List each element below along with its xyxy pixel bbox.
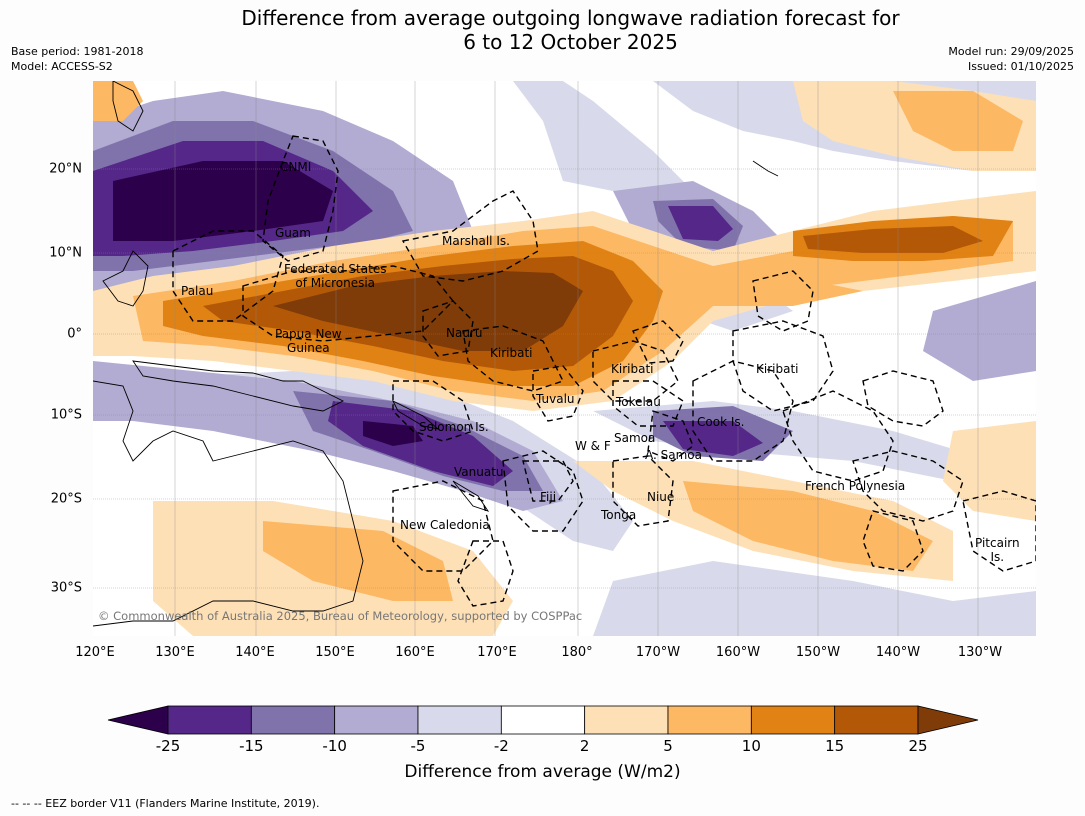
place-tonga: Tonga <box>601 508 637 522</box>
title-line-2: 6 to 12 October 2025 <box>463 30 678 54</box>
colorbar-tick-label: -2 <box>493 737 509 755</box>
lat-label-20n: 20°N <box>49 161 82 177</box>
lon-label-160e: 160°E <box>395 645 435 660</box>
graticule <box>93 81 1036 636</box>
colorbar-swatch <box>584 705 669 735</box>
map-canvas <box>93 81 1036 636</box>
place-png-line-2: Guinea <box>287 341 330 355</box>
place-tokelau: Tokelau <box>616 395 661 409</box>
lat-label-10s: 10°S <box>50 407 82 423</box>
model-run: Model run: 29/09/2025 <box>948 45 1074 58</box>
colorbar-tick-label: -25 <box>155 737 181 755</box>
place-cook: Cook Is. <box>697 415 745 429</box>
place-pitcairn: Pitcairn Is. <box>975 536 1020 564</box>
colorbar-tick-label: 2 <box>579 737 590 755</box>
issued-date: Issued: 01/10/2025 <box>967 60 1074 73</box>
lon-label-130w: 130°W <box>957 645 1003 660</box>
place-wallis-futuna: W & F <box>575 439 611 453</box>
colorbar-swatches <box>107 705 979 735</box>
colorbar-swatch <box>834 705 919 735</box>
colorbar-tick-label: -15 <box>239 737 264 755</box>
meta-right: Model run: 29/09/2025 Issued: 01/10/2025 <box>948 44 1074 74</box>
place-vanuatu: Vanuatu <box>454 465 504 479</box>
anomaly-field <box>93 81 1036 636</box>
colorbar-swatch <box>417 705 502 735</box>
place-fsm-line-1: Federated States <box>284 262 387 276</box>
place-fsm: Federated States of Micronesia <box>284 262 386 290</box>
place-solomon: Solomon Is. <box>419 420 489 434</box>
lat-label-30s: 30°S <box>50 580 82 596</box>
place-french-polynesia: French Polynesia <box>805 479 906 493</box>
lon-label-150w: 150°W <box>795 645 841 660</box>
lat-label-0: 0° <box>67 326 82 342</box>
place-niue: Niue <box>647 490 675 504</box>
place-cnmi: CNMI <box>280 160 312 174</box>
colorbar-arrow-high <box>917 705 979 735</box>
colorbar-swatch <box>250 705 336 735</box>
place-pitcairn-line-1: Pitcairn <box>975 536 1020 550</box>
lat-label-10n: 10°N <box>49 245 82 261</box>
place-nauru: Nauru <box>446 326 483 340</box>
map-panel: © Commonwealth of Australia 2025, Bureau… <box>93 81 1036 636</box>
place-kiribati-west: Kiribati <box>490 346 533 360</box>
eez-footnote: -- -- -- EEZ border V11 (Flanders Marine… <box>11 797 320 810</box>
colorbar-tick-label: -10 <box>322 737 347 755</box>
meta-left: Base period: 1981-2018 Model: ACCESS-S2 <box>11 44 143 74</box>
place-png-line-1: Papua New <box>275 327 342 341</box>
colorbar-tick-label: 15 <box>825 737 845 755</box>
colorbar-swatch <box>167 705 252 735</box>
place-png: Papua New Guinea <box>275 327 342 355</box>
colorbar-arrow-low <box>107 705 169 735</box>
lon-label-120e: 120°E <box>75 645 115 660</box>
place-american-samoa: A. Samoa <box>645 448 702 462</box>
colorbar-tick-label: 5 <box>663 737 673 755</box>
place-guam: Guam <box>275 226 311 240</box>
lon-label-130e: 130°E <box>155 645 195 660</box>
map-title: Difference from average outgoing longwav… <box>0 6 1085 54</box>
colorbar-tick-label: -5 <box>410 737 426 755</box>
model-name: Model: ACCESS-S2 <box>11 60 113 73</box>
place-fsm-line-2: of Micronesia <box>295 276 376 290</box>
colorbar-tick-label: 25 <box>908 737 928 755</box>
place-tuvalu: Tuvalu <box>536 392 575 406</box>
eez-borders <box>172 135 1036 607</box>
place-pitcairn-line-2: Is. <box>990 550 1005 564</box>
base-period: Base period: 1981-2018 <box>11 45 144 58</box>
colorbar-title: Difference from average (W/m2) <box>404 762 681 782</box>
lon-label-160w: 160°W <box>715 645 761 660</box>
place-marshall: Marshall Is. <box>442 234 510 248</box>
colorbar-swatch <box>500 705 586 735</box>
place-kiribati-central: Kiribati <box>611 362 654 376</box>
lon-label-140e: 140°E <box>235 645 275 660</box>
lat-label-20s: 20°S <box>50 491 82 507</box>
place-samoa: Samoa <box>614 431 656 445</box>
colorbar-swatch <box>334 705 419 735</box>
coastlines <box>93 81 779 627</box>
colorbar-swatch <box>750 705 836 735</box>
place-new-caledonia: New Caledonia <box>400 518 490 532</box>
copyright-credit: © Commonwealth of Australia 2025, Bureau… <box>98 609 583 623</box>
place-kiribati-east: Kiribati <box>756 362 799 376</box>
place-fiji: Fiji <box>540 490 557 504</box>
lon-label-170e: 170°E <box>477 645 517 660</box>
title-line-1: Difference from average outgoing longwav… <box>241 6 900 30</box>
lon-label-180: 180° <box>561 645 593 660</box>
colorbar-swatch <box>667 705 752 735</box>
lon-label-170w: 170°W <box>635 645 681 660</box>
lon-label-150e: 150°E <box>315 645 355 660</box>
place-palau: Palau <box>181 284 214 298</box>
lon-label-140w: 140°W <box>875 645 921 660</box>
colorbar-tick-label: 10 <box>741 737 761 755</box>
